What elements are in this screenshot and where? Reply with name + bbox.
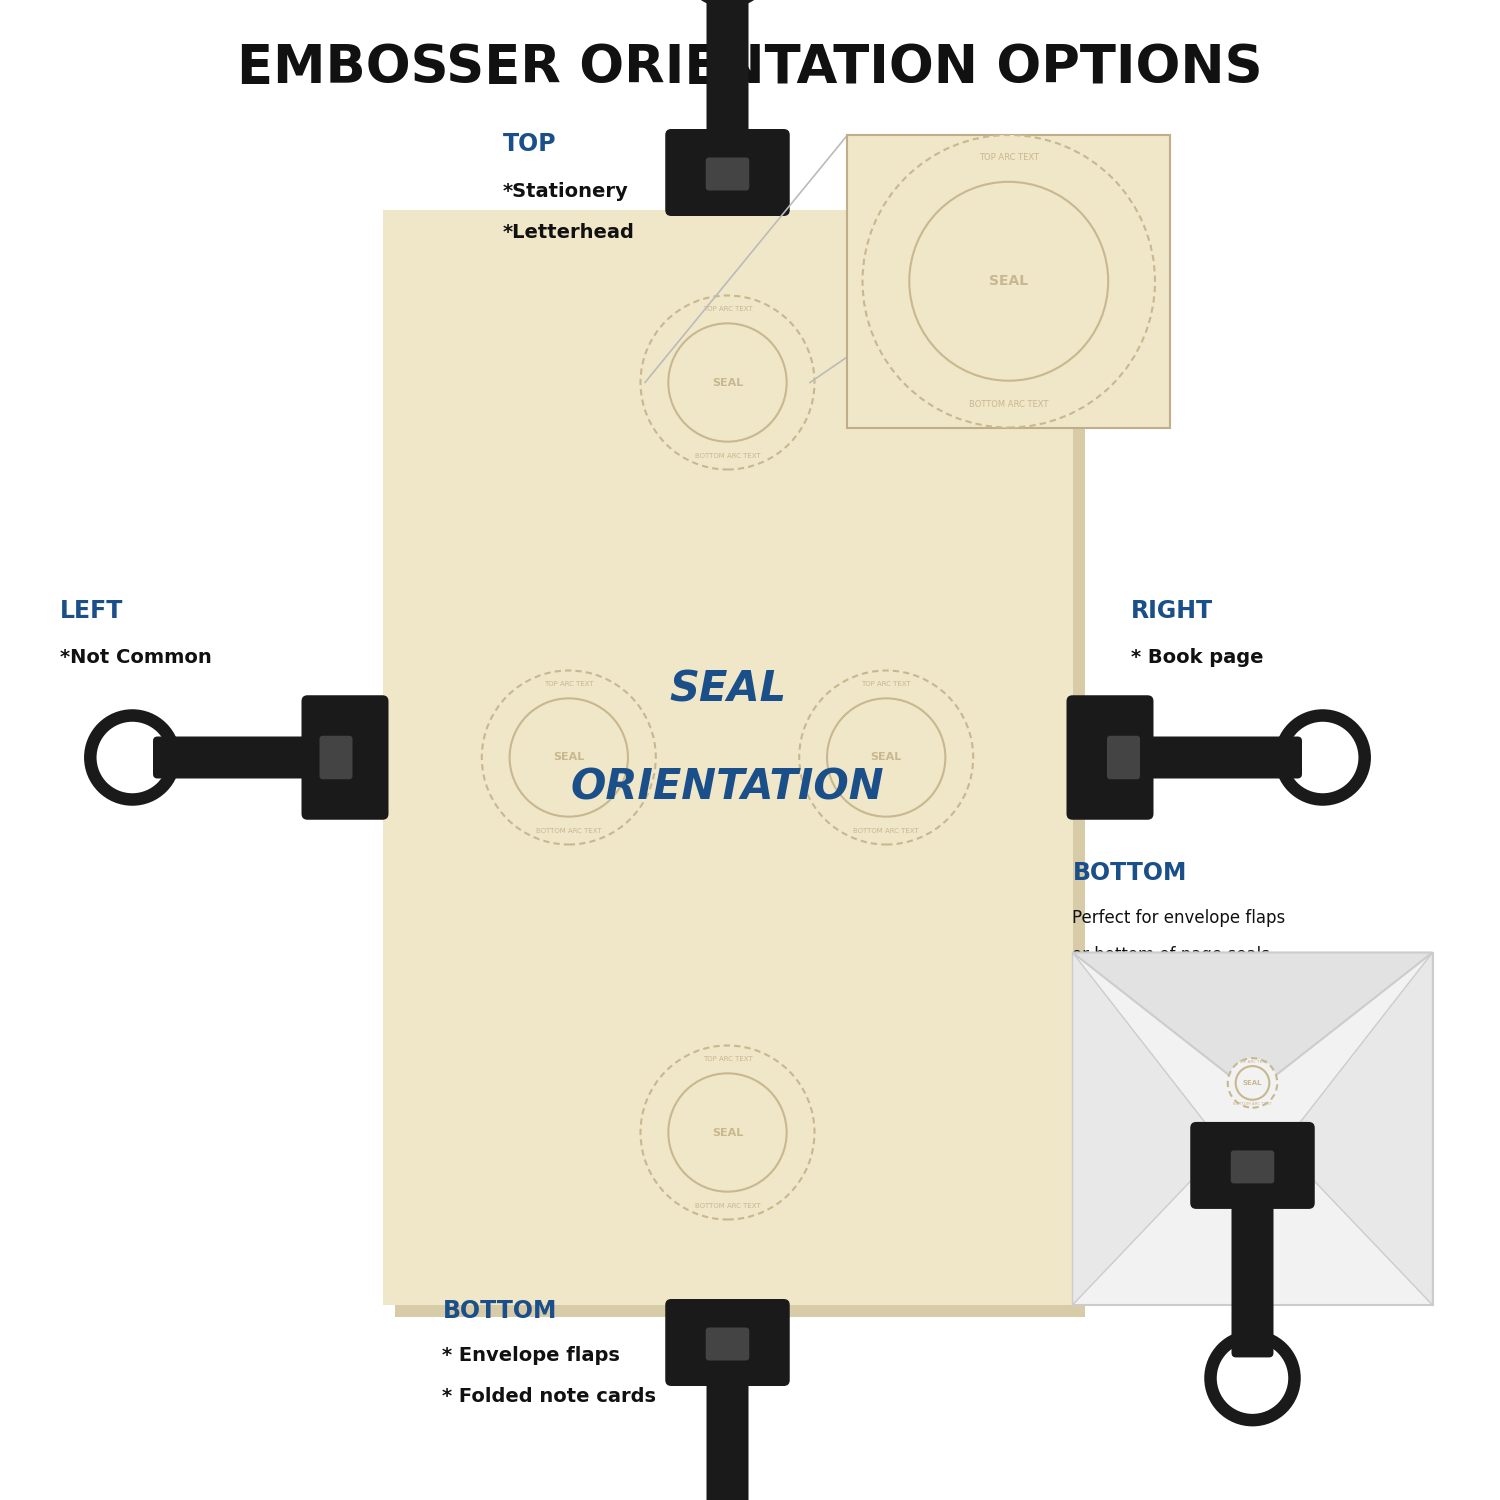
Polygon shape	[1072, 952, 1224, 1305]
FancyBboxPatch shape	[705, 1328, 750, 1360]
Text: BOTTOM: BOTTOM	[442, 1299, 556, 1323]
Text: TOP ARC TEXT: TOP ARC TEXT	[702, 306, 753, 312]
FancyBboxPatch shape	[706, 1376, 748, 1500]
Text: SEAL: SEAL	[712, 1128, 742, 1137]
FancyBboxPatch shape	[394, 222, 1084, 1317]
Text: or bottom of page seals: or bottom of page seals	[1072, 946, 1270, 964]
Text: TOP: TOP	[503, 132, 556, 156]
Text: RIGHT: RIGHT	[1131, 598, 1214, 622]
FancyBboxPatch shape	[1072, 952, 1432, 1305]
FancyBboxPatch shape	[666, 1299, 789, 1386]
FancyBboxPatch shape	[847, 135, 1170, 427]
Text: SEAL: SEAL	[554, 753, 585, 762]
FancyBboxPatch shape	[666, 129, 789, 216]
FancyBboxPatch shape	[706, 0, 748, 140]
Polygon shape	[1281, 952, 1432, 1305]
FancyBboxPatch shape	[1143, 736, 1302, 778]
Text: TOP ARC TEXT: TOP ARC TEXT	[702, 1056, 753, 1062]
FancyBboxPatch shape	[1191, 1122, 1314, 1209]
Circle shape	[114, 738, 152, 777]
Text: ORIENTATION: ORIENTATION	[570, 766, 885, 808]
Circle shape	[482, 670, 656, 844]
FancyBboxPatch shape	[153, 736, 312, 778]
Text: BOTTOM ARC TEXT: BOTTOM ARC TEXT	[1233, 1102, 1272, 1106]
Text: * Folded note cards: * Folded note cards	[442, 1386, 657, 1406]
Text: SEAL: SEAL	[712, 378, 742, 387]
Text: BOTTOM ARC TEXT: BOTTOM ARC TEXT	[853, 828, 920, 834]
Text: TOP ARC TEXT: TOP ARC TEXT	[544, 681, 594, 687]
Text: TOP ARC TEXT: TOP ARC TEXT	[861, 681, 910, 687]
FancyBboxPatch shape	[705, 158, 750, 190]
Text: SEAL: SEAL	[988, 274, 1029, 288]
Text: TOP ARC TEXT: TOP ARC TEXT	[978, 153, 1038, 162]
Text: SEAL: SEAL	[669, 669, 786, 711]
Text: *Letterhead: *Letterhead	[503, 222, 634, 242]
Text: *Stationery: *Stationery	[503, 182, 628, 201]
Text: *Not Common: *Not Common	[60, 648, 211, 668]
Polygon shape	[1072, 952, 1432, 1094]
Text: SEAL: SEAL	[1242, 1080, 1263, 1086]
FancyBboxPatch shape	[320, 736, 352, 780]
FancyBboxPatch shape	[1232, 1198, 1274, 1358]
Text: Perfect for envelope flaps: Perfect for envelope flaps	[1072, 909, 1286, 927]
Text: SEAL: SEAL	[870, 753, 901, 762]
Circle shape	[1233, 1359, 1272, 1396]
Text: BOTTOM ARC TEXT: BOTTOM ARC TEXT	[969, 400, 1048, 410]
Text: BOTTOM ARC TEXT: BOTTOM ARC TEXT	[694, 1203, 760, 1209]
Text: * Book page: * Book page	[1131, 648, 1263, 668]
FancyBboxPatch shape	[382, 210, 1072, 1305]
Text: BOTTOM ARC TEXT: BOTTOM ARC TEXT	[694, 453, 760, 459]
Text: TOP ARC TEXT: TOP ARC TEXT	[1238, 1060, 1268, 1064]
Circle shape	[1304, 738, 1341, 777]
Circle shape	[800, 670, 974, 844]
FancyBboxPatch shape	[1107, 736, 1140, 780]
Circle shape	[862, 135, 1155, 427]
Text: EMBOSSER ORIENTATION OPTIONS: EMBOSSER ORIENTATION OPTIONS	[237, 42, 1263, 93]
Circle shape	[640, 1046, 815, 1220]
FancyBboxPatch shape	[1230, 1150, 1274, 1184]
Text: * Envelope flaps: * Envelope flaps	[442, 1346, 621, 1365]
FancyBboxPatch shape	[1066, 696, 1154, 819]
Text: BOTTOM: BOTTOM	[1072, 861, 1186, 885]
FancyBboxPatch shape	[302, 696, 388, 819]
Text: BOTTOM ARC TEXT: BOTTOM ARC TEXT	[536, 828, 602, 834]
Circle shape	[1227, 1058, 1276, 1107]
Text: LEFT: LEFT	[60, 598, 123, 622]
Circle shape	[640, 296, 815, 470]
